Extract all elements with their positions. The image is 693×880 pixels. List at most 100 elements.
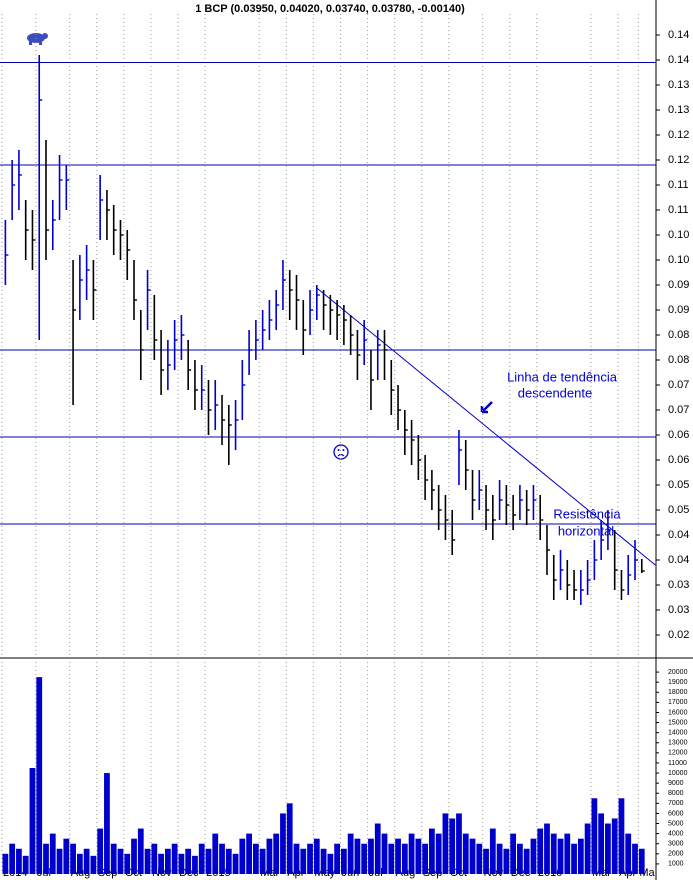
volume-bar (239, 838, 246, 874)
volume-bar (422, 843, 429, 874)
y-tick-label: 0.14 (668, 29, 689, 41)
volume-bar (56, 848, 63, 874)
volume-bar (632, 843, 638, 874)
y-tick-label: 0.11 (668, 179, 689, 191)
volume-bar (63, 838, 70, 874)
volume-bar (131, 838, 137, 874)
volume-bar (124, 853, 131, 874)
volume-bar (286, 803, 293, 874)
volume-bar (638, 848, 645, 874)
volume-bar (246, 833, 252, 874)
y-tick-label: 0.07 (668, 404, 689, 416)
volume-bar (483, 848, 489, 874)
volume-bar (544, 823, 550, 874)
annotation: Linha de tendência (507, 369, 618, 384)
annotation: Resistência (553, 506, 621, 521)
volume-bar (205, 848, 212, 874)
volume-bar (523, 848, 530, 874)
y-tick-label: 0.06 (668, 454, 689, 466)
y-tick-label: 0.02 (668, 629, 689, 641)
y-tick-label: 0.09 (668, 304, 689, 316)
volume-bar (252, 843, 259, 874)
annotation: horizontal (558, 523, 614, 538)
volume-bar (320, 848, 327, 874)
volume-bar (530, 838, 537, 874)
y2-tick-label: 17000 (668, 699, 688, 706)
volume-bar (401, 843, 408, 874)
volume-bar (9, 843, 16, 874)
y2-tick-label: 12000 (668, 750, 688, 757)
y-tick-label: 0.10 (668, 229, 689, 241)
volume-bar (462, 833, 469, 874)
volume-bar (110, 843, 117, 874)
volume-bar (2, 853, 9, 874)
volume-bar (415, 838, 422, 874)
y2-tick-label: 1000 (668, 861, 684, 868)
volume-bar (158, 853, 164, 874)
volume-bar (510, 833, 517, 874)
volume-bar (341, 848, 347, 874)
y-tick-label: 0.06 (668, 429, 689, 441)
volume-bar (354, 838, 361, 874)
y-tick-label: 0.04 (668, 529, 689, 541)
volume-bar (266, 838, 273, 874)
chart-title: 1 BCP (0.03950, 0.04020, 0.03740, 0.0378… (195, 3, 465, 15)
volume-bar (388, 843, 395, 874)
y-tick-label: 0.09 (668, 279, 689, 291)
volume-bar (361, 843, 368, 874)
volume-bar (577, 838, 584, 874)
volume-bar (517, 843, 523, 874)
volume-bar (496, 843, 503, 874)
volume-bar (151, 843, 158, 874)
volume-bar (334, 843, 340, 874)
volume-bar (408, 833, 415, 874)
volume-bar (198, 843, 205, 874)
y-tick-label: 0.03 (668, 579, 689, 591)
y-tick-label: 0.04 (668, 554, 689, 566)
y2-tick-label: 11000 (668, 760, 687, 767)
volume-bar (97, 828, 104, 874)
volume-bar (70, 843, 76, 874)
volume-bar (212, 833, 219, 874)
y2-tick-label: 16000 (668, 709, 688, 716)
volume-bar (374, 823, 381, 874)
volume-bar (503, 848, 510, 874)
trend-line (316, 287, 656, 566)
volume-bar (618, 798, 625, 874)
volume-bar (368, 838, 374, 874)
volume-bar (598, 813, 605, 874)
volume-bar (185, 848, 192, 874)
y-tick-label: 0.13 (668, 104, 689, 116)
volume-bar (571, 843, 577, 874)
volume-bar (76, 853, 83, 874)
volume-bar (591, 798, 598, 874)
volume-bar (449, 818, 456, 874)
volume-bar (29, 768, 36, 874)
volume-bar (611, 818, 618, 874)
volume-bar (83, 848, 90, 874)
y-tick-label: 0.03 (668, 604, 689, 616)
volume-bar (435, 833, 442, 874)
volume-bar (489, 828, 496, 874)
volume-bar (537, 828, 544, 874)
volume-bar (49, 833, 56, 874)
volume-bar (557, 838, 564, 874)
y2-tick-label: 20000 (668, 669, 688, 676)
y-tick-label: 0.12 (668, 129, 689, 141)
y-tick-label: 0.08 (668, 354, 689, 366)
volume-bar (293, 843, 300, 874)
volume-bar (327, 853, 334, 874)
volume-bar (584, 823, 591, 874)
volume-bar (469, 838, 476, 874)
y2-tick-label: 18000 (668, 689, 688, 696)
volume-bar (16, 848, 22, 874)
volume-bar (36, 677, 43, 874)
y2-tick-label: 5000 (668, 820, 684, 827)
y-tick-label: 0.07 (668, 379, 689, 391)
y2-tick-label: 15000 (668, 719, 688, 726)
volume-bar (564, 833, 571, 874)
volume-bar (313, 838, 320, 874)
volume-bar (219, 843, 225, 874)
